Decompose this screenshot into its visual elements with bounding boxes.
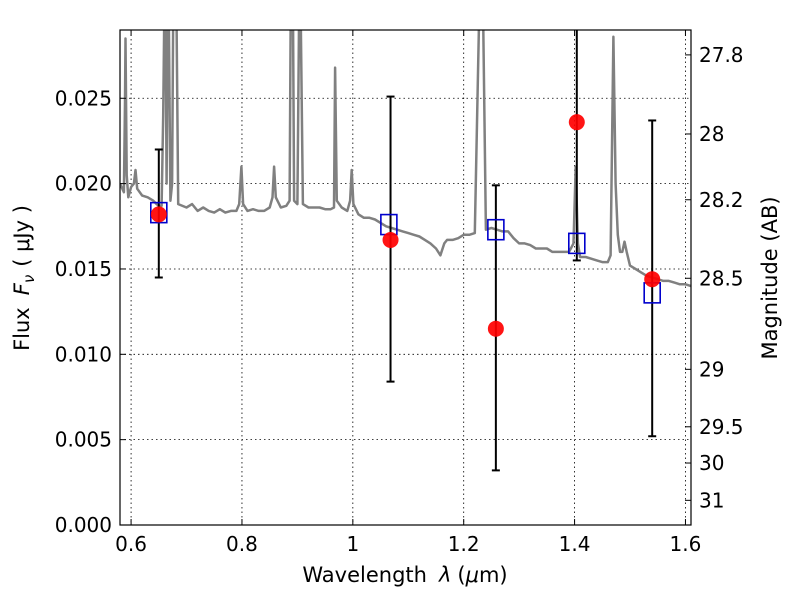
model-photometry-square: [487, 218, 505, 241]
y-tick-label: 0.010: [55, 342, 112, 366]
observed-flux-point: [487, 320, 504, 337]
y2-tick-label: 29.5: [699, 415, 744, 439]
model-photometry-square: [150, 201, 168, 224]
x-tick-label: 1.6: [670, 532, 702, 556]
observed-flux-markers: [150, 114, 661, 337]
x-tick-label: 0.6: [115, 532, 147, 556]
y-tick-label: 0.020: [55, 172, 112, 196]
y-tick-label: 0.025: [55, 86, 112, 110]
x-axis-label: Wavelength λ (μm): [302, 563, 507, 587]
y-tick-label: 0.005: [55, 428, 112, 452]
x-tick-label: 1: [346, 532, 359, 556]
y-axis-label: FluxFν( μJy ): [10, 205, 38, 351]
y2-tick-label: 28: [699, 122, 724, 146]
x-tick-label: 1.4: [559, 532, 591, 556]
y2-tick-label: 27.8: [699, 43, 744, 67]
y-tick-label: 0.000: [55, 513, 112, 537]
observed-flux-point: [150, 206, 167, 223]
x-tick-label: 0.8: [226, 532, 258, 556]
y2-tick-label: 28.5: [699, 266, 744, 290]
plot-frame: [119, 29, 692, 526]
y2-axis-label: Magnitude (AB): [758, 196, 782, 359]
y2-tick-label: 28.2: [699, 188, 744, 212]
observed-flux-point: [644, 271, 661, 288]
observed-flux-point: [382, 231, 399, 248]
y2-tick-label: 29: [699, 357, 724, 381]
error-bar: [572, 30, 581, 262]
axis-ticks: 0.6 0.8 1 1.2 1.4 1.6 0.000 0.005 0.010 0.015 0.02…: [55, 30, 744, 556]
model-photometry-square: [567, 232, 586, 255]
y2-tick-label: 30: [699, 451, 724, 475]
grid: [120, 30, 691, 526]
y-tick-label: 0.015: [55, 257, 112, 281]
observed-flux-point: [568, 114, 585, 131]
x-tick-label: 1.2: [448, 532, 480, 556]
model-spectrum-line: [120, 30, 691, 288]
y2-tick-label: 31: [699, 488, 724, 512]
